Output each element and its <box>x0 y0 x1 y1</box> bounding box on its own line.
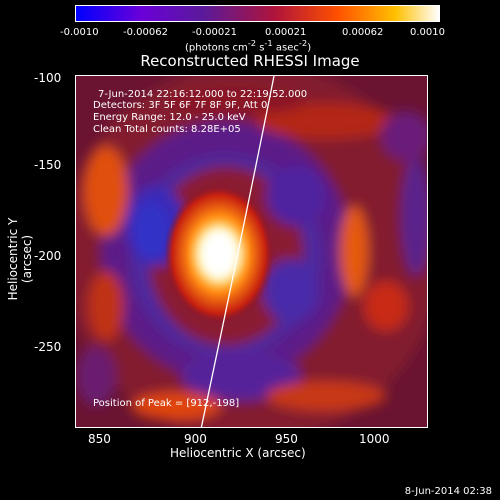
generation-date: 8-Jun-2014 02:38 <box>404 486 492 497</box>
x-tick-label: 900 <box>184 432 207 446</box>
colorbar-tick: 0.00062 <box>342 27 384 38</box>
x-tick-label: 1000 <box>359 432 390 446</box>
x-axis-label: Heliocentric X (arcsec) <box>170 446 306 460</box>
y-axis-label: Heliocentric Y (arcsec) <box>6 217 34 301</box>
rhessi-image <box>75 75 428 428</box>
y-tick-label: -150 <box>34 158 62 172</box>
colorbar-tick: 0.0010 <box>410 27 445 38</box>
detectors-label: Detectors: 3F 5F 6F 7F 8F 9F, Att 0 <box>93 100 268 111</box>
y-tick-label: -200 <box>34 249 62 263</box>
y-tick-label: -100 <box>34 71 62 85</box>
colorbar-tick: -0.00021 <box>192 27 237 38</box>
y-tick-label: -250 <box>34 340 62 354</box>
colorbar-tick: -0.00062 <box>123 27 168 38</box>
observation-time: 7-Jun-2014 22:16:12.000 to 22:19:52.000 <box>98 89 308 100</box>
x-tick-label: 950 <box>275 432 298 446</box>
plot-title: Reconstructed RHESSI Image <box>140 52 360 70</box>
colorbar <box>75 5 440 22</box>
clean-counts-label: Clean Total counts: 8.28E+05 <box>93 124 241 135</box>
peak-position-label: Position of Peak = [912,-198] <box>93 398 240 409</box>
colorbar-tick: -0.0010 <box>60 27 99 38</box>
x-tick-label: 850 <box>88 432 111 446</box>
energy-range-label: Energy Range: 12.0 - 25.0 keV <box>93 112 246 123</box>
colorbar-tick: 0.00021 <box>265 27 307 38</box>
colorbar-unit-label: (photons cm-2 s-1 asec-2) <box>185 38 312 54</box>
